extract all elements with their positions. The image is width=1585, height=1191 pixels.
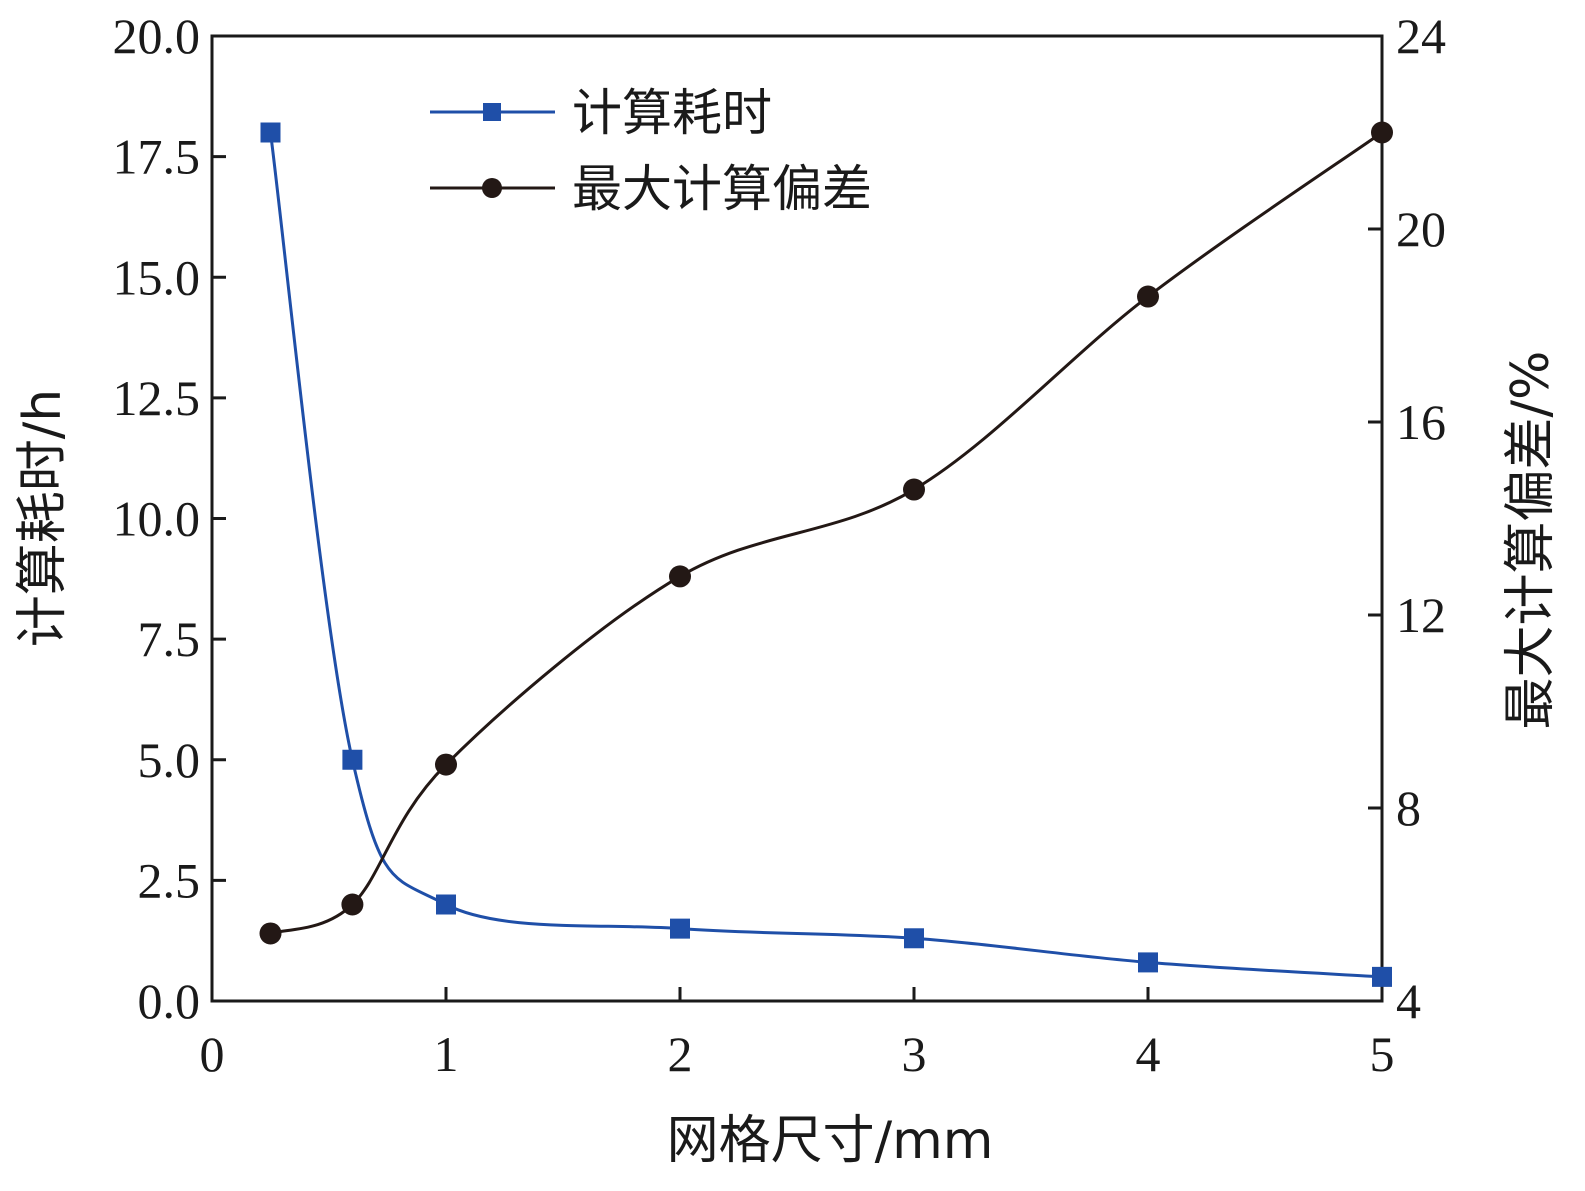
x-tick-label: 5 [1370,1026,1395,1082]
y-tick-label: 0.0 [138,973,201,1029]
y2-tick-label: 24 [1396,8,1446,64]
x-tick-label: 0 [200,1026,225,1082]
data-point-square [670,918,690,939]
y-tick-label: 17.5 [113,129,201,185]
y2-tick-label: 4 [1396,973,1421,1029]
y-tick-label: 5.0 [138,732,201,788]
data-point-circle [341,893,364,916]
series-line [270,131,1383,935]
series-line [269,132,1383,979]
x-tick-label: 3 [902,1026,927,1082]
data-point-square [904,928,924,949]
x-axis-ticks: 0 1 2 3 4 5 [200,987,1395,1082]
series-1 [259,121,1393,945]
x-tick-label: 2 [668,1026,693,1082]
legend-label-deviation: 最大计算偏差 [572,160,872,218]
legend-marker-circle [482,178,502,198]
series-layer [259,121,1393,987]
right-y-axis-title: 最大计算偏差/% [1501,351,1561,730]
y2-tick-label: 12 [1396,587,1446,643]
y-tick-label: 15.0 [113,249,201,305]
x-axis-title: 网格尺寸/mm [667,1111,994,1171]
y-tick-label: 12.5 [113,370,201,426]
data-point-square [1138,952,1158,973]
legend-label-time: 计算耗时 [572,84,772,142]
data-point-square [436,894,456,915]
data-point-square [342,749,363,770]
data-point-circle [435,753,457,776]
y2-tick-label: 20 [1396,201,1446,257]
y-tick-label: 20.0 [113,8,201,64]
series-0 [260,122,1392,987]
y-tick-label: 10.0 [113,491,201,547]
legend: 计算耗时 最大计算偏差 [430,84,872,218]
data-point-circle [259,922,282,945]
y-tick-label: 7.5 [138,611,201,667]
data-point-square [260,122,281,143]
x-tick-label: 4 [1136,1026,1161,1082]
data-point-circle [903,478,925,501]
left-y-axis-ticks: 0.0 2.5 5.0 7.5 10.0 12.5 15.0 17.5 20.0 [113,8,226,1029]
data-point-circle [1137,285,1159,308]
data-point-square [1372,966,1392,987]
left-y-axis-title: 计算耗时/h [13,389,73,647]
y-tick-label: 2.5 [138,852,201,908]
y2-tick-label: 16 [1396,394,1446,450]
x-tick-label: 1 [434,1026,459,1082]
data-point-circle [1371,121,1393,144]
right-y-axis-ticks: 4 8 12 16 20 24 [1368,8,1446,1029]
legend-marker-square [483,103,501,121]
y2-tick-label: 8 [1396,780,1421,836]
data-point-circle [669,565,691,588]
